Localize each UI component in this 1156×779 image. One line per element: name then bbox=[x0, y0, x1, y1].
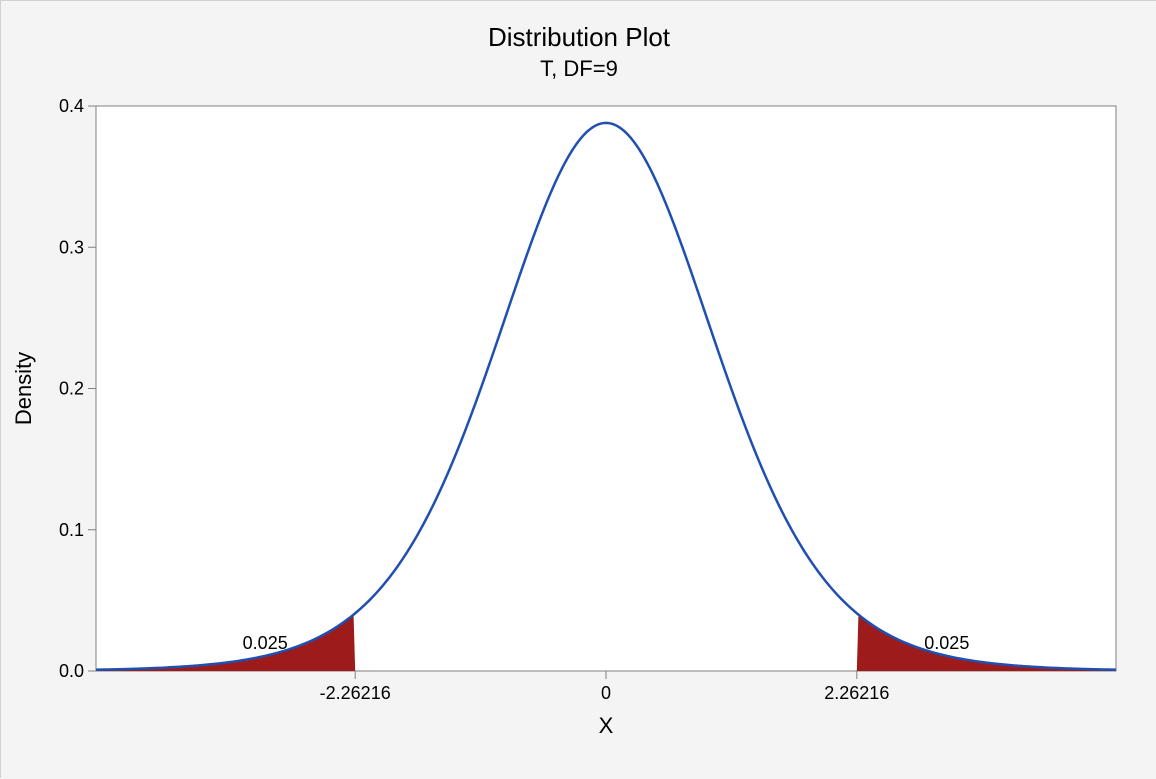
y-tick-label: 0.4 bbox=[59, 96, 84, 116]
y-tick-label: 0.3 bbox=[59, 237, 84, 257]
x-tick-label: 0 bbox=[601, 683, 611, 703]
y-tick-label: 0.2 bbox=[59, 379, 84, 399]
chart-title: Distribution Plot bbox=[488, 22, 671, 52]
x-tick-label: 2.26216 bbox=[824, 683, 889, 703]
chart-container: Distribution Plot T, DF=9 0.0 0.1 0.2 0.3 0.4 -… bbox=[0, 0, 1156, 778]
y-tick-label: 0.0 bbox=[59, 661, 84, 681]
right-tail-label: 0.025 bbox=[924, 633, 969, 653]
x-tick-label: -2.26216 bbox=[320, 683, 391, 703]
y-axis-label: Density bbox=[11, 352, 36, 425]
chart-subtitle: T, DF=9 bbox=[540, 56, 618, 81]
y-tick-label: 0.1 bbox=[59, 520, 84, 540]
distribution-plot: Distribution Plot T, DF=9 0.0 0.1 0.2 0.3 0.4 -… bbox=[1, 1, 1156, 779]
left-tail-label: 0.025 bbox=[243, 633, 288, 653]
x-axis-label: X bbox=[599, 713, 614, 738]
